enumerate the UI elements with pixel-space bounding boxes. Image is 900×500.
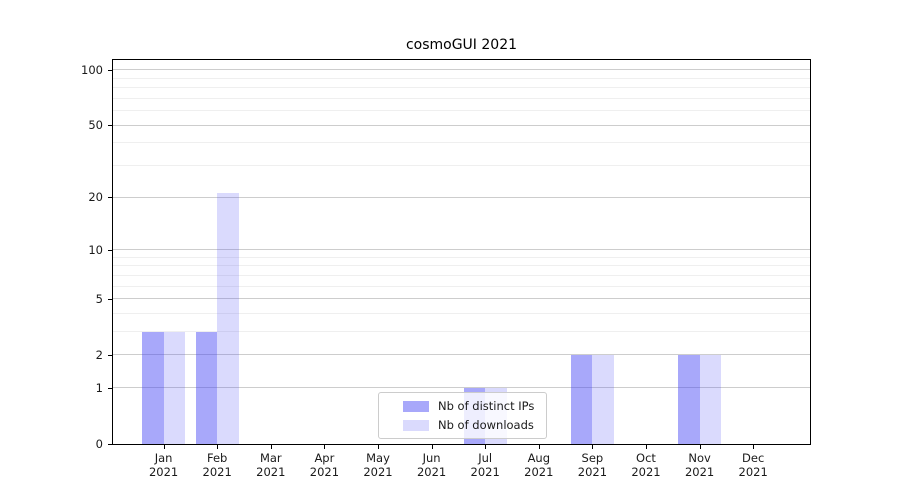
y-tick-label: 1 bbox=[95, 380, 103, 395]
y-tick-mark bbox=[108, 298, 112, 300]
bar bbox=[195, 331, 218, 444]
gridline-minor bbox=[113, 285, 810, 287]
y-tick-label: 10 bbox=[88, 242, 103, 257]
bar bbox=[163, 331, 185, 444]
bar bbox=[571, 354, 593, 444]
gridline-minor bbox=[113, 87, 810, 89]
x-tick-year: 2021 bbox=[684, 465, 715, 479]
gridline-minor bbox=[113, 265, 810, 267]
gridline-minor bbox=[113, 77, 810, 79]
x-tick-label: Sep 2021 bbox=[560, 451, 624, 479]
x-tick-year: 2021 bbox=[202, 465, 232, 479]
y-tick-label: 5 bbox=[95, 291, 103, 306]
y-tick-mark bbox=[108, 197, 112, 199]
x-tick-label: Nov 2021 bbox=[668, 451, 732, 479]
plot-area: Nb of distinct IPs Nb of downloads bbox=[112, 59, 811, 445]
gridline-major bbox=[113, 196, 810, 198]
gridline-major bbox=[113, 298, 810, 300]
legend-item: Nb of downloads bbox=[389, 417, 534, 433]
x-tick-year: 2021 bbox=[309, 465, 340, 479]
bar bbox=[217, 193, 239, 444]
x-tick-year: 2021 bbox=[416, 465, 447, 479]
x-tick-label: May 2021 bbox=[346, 451, 410, 479]
gridline-minor bbox=[113, 97, 810, 99]
gridline-major bbox=[113, 69, 810, 71]
legend-swatch bbox=[403, 400, 429, 412]
legend-label: Nb of downloads bbox=[438, 418, 534, 432]
y-tick-mark bbox=[108, 69, 112, 71]
x-tick-mark bbox=[324, 445, 326, 449]
legend: Nb of distinct IPs Nb of downloads bbox=[378, 392, 548, 439]
x-tick-year: 2021 bbox=[363, 465, 393, 479]
bar bbox=[699, 354, 721, 444]
chart-title: cosmoGUI 2021 bbox=[405, 37, 518, 53]
gridline-minor bbox=[113, 331, 810, 333]
y-tick-label: 20 bbox=[88, 190, 103, 205]
x-tick-label: Apr 2021 bbox=[292, 451, 356, 479]
legend-label: Nb of distinct IPs bbox=[438, 399, 535, 413]
x-tick-mark bbox=[485, 445, 487, 449]
y-tick-mark bbox=[108, 125, 112, 127]
x-tick-label: Feb 2021 bbox=[185, 451, 249, 479]
x-tick-label: Jul 2021 bbox=[453, 451, 517, 479]
x-tick-mark bbox=[217, 445, 219, 449]
x-tick-mark bbox=[753, 445, 755, 449]
x-tick-mark bbox=[431, 445, 433, 449]
y-tick-label: 100 bbox=[81, 62, 103, 77]
x-tick-label: Oct 2021 bbox=[614, 451, 678, 479]
x-tick-year: 2021 bbox=[577, 465, 608, 479]
x-tick-mark bbox=[270, 445, 272, 449]
gridline-major bbox=[113, 249, 810, 251]
x-tick-label: Jan 2021 bbox=[132, 451, 196, 479]
x-tick-year: 2021 bbox=[524, 465, 554, 479]
x-tick-year: 2021 bbox=[470, 465, 500, 479]
gridline-major bbox=[113, 124, 810, 126]
x-tick-mark bbox=[163, 445, 165, 449]
y-tick-mark bbox=[108, 249, 112, 251]
gridline-minor bbox=[113, 313, 810, 314]
x-tick-mark bbox=[646, 445, 647, 449]
bar bbox=[592, 354, 614, 444]
x-tick-year: 2021 bbox=[148, 465, 179, 479]
x-tick-year: 2021 bbox=[256, 465, 286, 479]
y-tick-label: 0 bbox=[95, 437, 103, 451]
y-tick-mark bbox=[108, 354, 112, 356]
gridline-major bbox=[113, 354, 810, 356]
gridline-minor bbox=[113, 142, 810, 144]
y-tick-label: 2 bbox=[95, 347, 103, 362]
gridline-minor bbox=[113, 274, 810, 276]
gridline-major bbox=[113, 387, 810, 389]
gridline-minor bbox=[113, 256, 810, 258]
legend-item: Nb of distinct IPs bbox=[389, 398, 534, 414]
bar bbox=[678, 354, 700, 444]
x-tick-mark bbox=[378, 445, 379, 449]
legend-swatch bbox=[403, 419, 429, 431]
x-tick-mark bbox=[592, 445, 594, 449]
gridline-minor bbox=[113, 110, 810, 112]
bar bbox=[142, 331, 164, 444]
x-tick-label: Jun 2021 bbox=[400, 451, 464, 479]
x-tick-mark bbox=[699, 445, 701, 449]
x-tick-label: Aug 2021 bbox=[507, 451, 571, 479]
x-tick-label: Mar 2021 bbox=[239, 451, 303, 479]
y-tick-label: 50 bbox=[88, 118, 103, 133]
x-tick-mark bbox=[538, 445, 540, 449]
gridline-minor bbox=[113, 165, 810, 167]
x-tick-year: 2021 bbox=[738, 465, 768, 479]
x-tick-year: 2021 bbox=[631, 465, 661, 479]
y-tick-mark bbox=[108, 444, 112, 445]
x-tick-label: Dec 2021 bbox=[721, 451, 785, 479]
y-tick-mark bbox=[108, 387, 112, 389]
